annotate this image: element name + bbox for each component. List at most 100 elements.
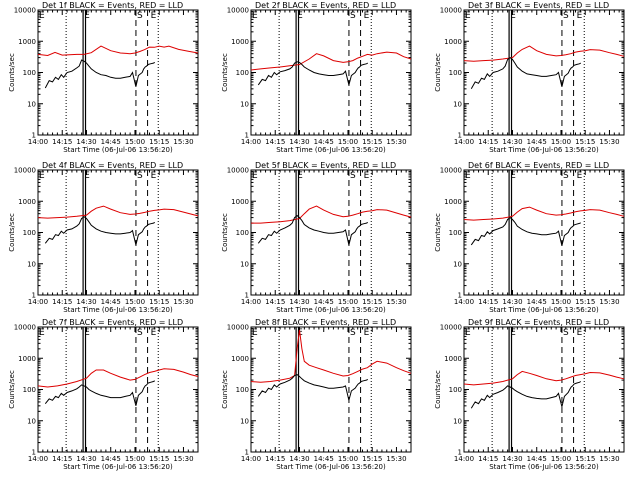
- events-series-line: [44, 59, 156, 89]
- y-tick-label: 100: [23, 69, 36, 77]
- e-marker-label: E: [151, 328, 157, 338]
- y-axis-label: Counts/sec: [221, 213, 229, 252]
- e-marker-label: E: [577, 171, 583, 181]
- y-tick-label: 1: [32, 132, 36, 140]
- x-tick-label: 14:30: [289, 298, 309, 306]
- x-tick-label: 15:30: [599, 455, 619, 463]
- y-tick-label: 10000: [14, 324, 36, 332]
- x-tick-label: 14:15: [52, 455, 72, 463]
- plot-frame: [463, 9, 625, 136]
- y-tick-label: 100: [236, 69, 249, 77]
- x-tick-label: 15:00: [125, 455, 145, 463]
- e-corner-label: E: [465, 11, 471, 21]
- x-tick-label: 14:45: [527, 298, 547, 306]
- x-tick-label: 15:00: [551, 138, 571, 146]
- x-tick-label: 14:30: [502, 138, 522, 146]
- panel-det-4: Det 4f BLACK = Events, RED = LLD 1 10 100 10…: [8, 161, 199, 314]
- x-tick-label: 14:45: [314, 455, 334, 463]
- plot-frame: [37, 9, 199, 136]
- s-marker-label: S: [350, 328, 356, 338]
- x-tick-label: 14:15: [52, 138, 72, 146]
- y-tick-label: 10: [27, 417, 36, 425]
- y-tick-label: 1: [32, 449, 36, 457]
- x-axis-label: Start Time (06-Jul-06 13:56:20): [276, 146, 386, 154]
- s-marker-label: S: [137, 11, 143, 21]
- panel-title: Det 6f BLACK = Events, RED = LLD: [468, 161, 609, 170]
- x-axis-label: Start Time (06-Jul-06 13:56:20): [489, 146, 599, 154]
- lld-series-line: [463, 206, 625, 221]
- y-tick-label: 100: [236, 229, 249, 237]
- e-marker-label: E: [364, 328, 370, 338]
- events-series-line: [44, 216, 156, 246]
- lld-series-line: [37, 205, 199, 219]
- x-axis-label: Start Time (06-Jul-06 13:56:20): [63, 463, 173, 471]
- panel-title: Det 7f BLACK = Events, RED = LLD: [42, 318, 183, 327]
- x-tick-label: 14:30: [76, 455, 96, 463]
- x-tick-label: 14:15: [478, 138, 498, 146]
- x-tick-label: 14:45: [314, 138, 334, 146]
- x-tick-label: 15:15: [149, 298, 169, 306]
- events-series-line: [257, 61, 369, 86]
- x-axis-label: Start Time (06-Jul-06 13:56:20): [63, 146, 173, 154]
- x-tick-label: 14:45: [527, 138, 547, 146]
- x-tick-label: 15:30: [173, 298, 193, 306]
- x-tick-label: 15:00: [125, 298, 145, 306]
- x-axis-label: Start Time (06-Jul-06 13:56:20): [276, 306, 386, 314]
- e-corner-label: E: [39, 328, 45, 338]
- y-tick-label: 100: [23, 229, 36, 237]
- y-tick-label: 1000: [231, 198, 249, 206]
- panel-det-9: Det 9f BLACK = Events, RED = LLD 1 10 100 10…: [434, 318, 625, 471]
- x-tick-label: 14:15: [52, 298, 72, 306]
- lld-series-line: [37, 45, 199, 57]
- x-tick-label: 15:15: [149, 455, 169, 463]
- x-tick-label: 14:15: [478, 455, 498, 463]
- y-tick-label: 10000: [440, 167, 462, 175]
- x-tick-label: 14:30: [76, 298, 96, 306]
- panel-det-8: Det 8f BLACK = Events, RED = LLD 1 10 100 10…: [221, 318, 412, 471]
- y-tick-label: 100: [449, 229, 462, 237]
- y-tick-label: 1: [458, 292, 462, 300]
- x-tick-label: 15:30: [386, 298, 406, 306]
- panel-det-3: Det 3f BLACK = Events, RED = LLD 1 10 100 10…: [434, 1, 625, 154]
- plot-frame: [463, 326, 625, 453]
- y-tick-label: 1: [245, 132, 249, 140]
- x-tick-label: 15:15: [362, 455, 382, 463]
- e-marker-label: E: [151, 11, 157, 21]
- events-series-line: [44, 380, 156, 406]
- e-mid-label: E: [84, 11, 90, 21]
- x-axis-label: Start Time (06-Jul-06 13:56:20): [489, 306, 599, 314]
- x-tick-label: 14:45: [101, 455, 121, 463]
- x-tick-label: 14:00: [28, 138, 48, 146]
- x-tick-label: 15:30: [386, 455, 406, 463]
- e-mid-label: E: [84, 328, 90, 338]
- events-series-line: [257, 214, 369, 246]
- panel-det-7: Det 7f BLACK = Events, RED = LLD 1 10 100 10…: [8, 318, 199, 471]
- y-tick-label: 1000: [18, 355, 36, 363]
- e-corner-label: E: [39, 171, 45, 181]
- y-tick-label: 10000: [227, 7, 249, 15]
- y-tick-label: 1: [245, 292, 249, 300]
- e-marker-label: E: [577, 11, 583, 21]
- events-series-line: [470, 381, 582, 409]
- panel-det-6: Det 6f BLACK = Events, RED = LLD 1 10 100 10…: [434, 161, 625, 314]
- x-tick-label: 14:15: [265, 455, 285, 463]
- y-tick-label: 1000: [444, 355, 462, 363]
- x-tick-label: 14:00: [28, 455, 48, 463]
- plot-frame: [250, 326, 412, 453]
- x-tick-label: 14:30: [289, 138, 309, 146]
- e-mid-label: E: [510, 328, 516, 338]
- y-axis-label: Counts/sec: [8, 213, 16, 252]
- e-marker-label: E: [364, 11, 370, 21]
- x-tick-label: 15:30: [173, 455, 193, 463]
- x-tick-label: 15:00: [338, 138, 358, 146]
- plot-frame: [37, 326, 199, 453]
- x-tick-label: 14:30: [502, 455, 522, 463]
- e-marker-label: E: [364, 171, 370, 181]
- y-tick-label: 10000: [14, 7, 36, 15]
- x-tick-label: 14:30: [289, 455, 309, 463]
- y-tick-label: 10000: [227, 324, 249, 332]
- events-series-line: [470, 216, 581, 246]
- y-tick-label: 1000: [231, 355, 249, 363]
- x-tick-label: 14:15: [478, 298, 498, 306]
